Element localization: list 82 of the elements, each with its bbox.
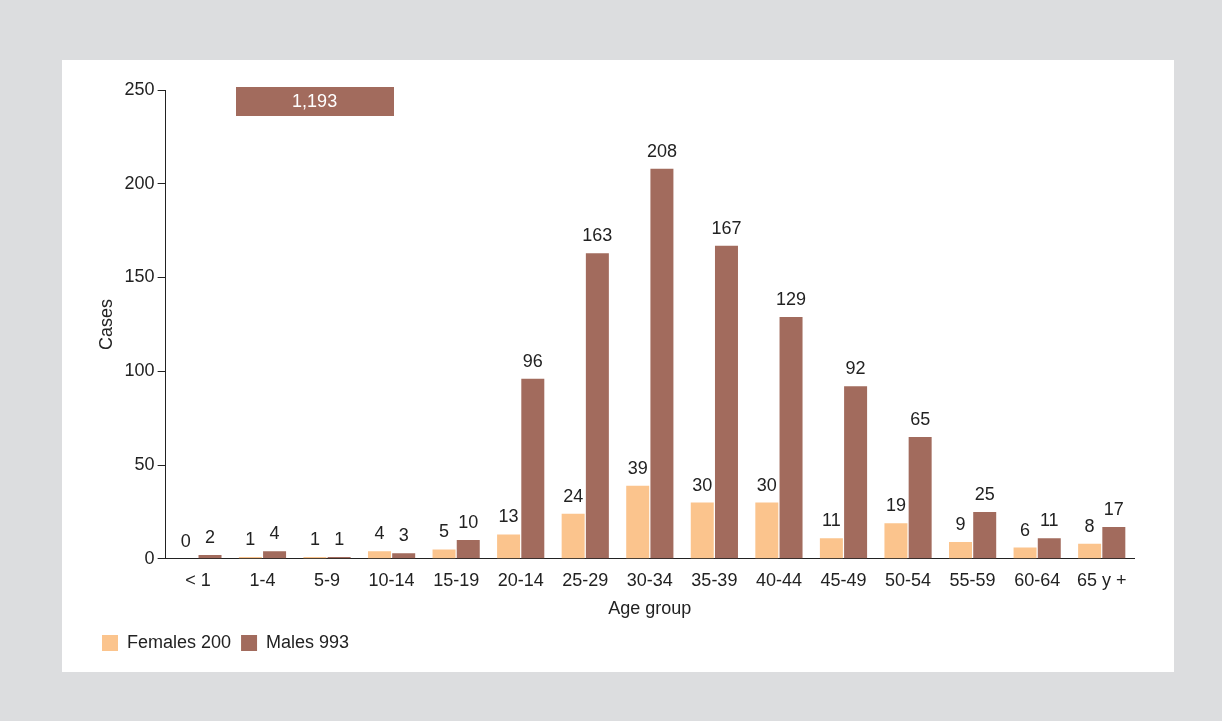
x-tick-label: 50-54 [885,569,932,590]
y-tick-label: 0 [144,547,155,568]
data-label: 6 [1020,519,1031,540]
bar [949,541,972,559]
data-label: 9 [955,513,966,534]
data-label: 39 [627,457,648,478]
data-label: 30 [756,474,777,495]
bar [690,502,714,559]
x-tick-label: 45-49 [820,569,867,590]
data-label: 129 [776,288,807,309]
data-label: 208 [646,140,677,161]
data-label: 2 [205,527,216,548]
x-tick-label: 15-19 [433,569,480,590]
y-tick-label: 150 [124,266,155,287]
bar [1037,538,1061,559]
data-label: 163 [582,225,613,246]
bar [1078,543,1102,559]
data-label: 1 [334,528,345,549]
bar [1102,526,1126,559]
x-tick-label: 55-59 [949,569,996,590]
data-label: 5 [439,521,450,542]
bar [198,555,222,559]
x-tick-label: 25-29 [562,569,609,590]
y-axis-title: Cases [95,298,116,350]
data-label: 24 [563,485,584,506]
bar [432,549,456,559]
data-label: 13 [498,506,519,527]
data-label: 17 [1103,498,1124,519]
x-tick-label: 40-44 [755,569,802,590]
bar [819,538,843,559]
bar [779,316,803,559]
x-tick-label: 65 y + [1076,569,1127,590]
data-label: 30 [692,474,713,495]
bar [908,436,932,559]
legend-label: Females 200 [127,631,232,652]
x-tick-label: 20-14 [497,569,544,590]
data-label: 11 [822,510,841,531]
data-label: 92 [845,358,866,379]
data-label: 4 [374,523,385,544]
data-label: 19 [885,495,906,516]
bar [456,540,480,559]
data-label: 65 [910,408,931,429]
bar [626,485,650,559]
x-tick-label: < 1 [185,569,211,590]
data-label: 4 [269,523,280,544]
bar [561,513,585,559]
data-label: 3 [398,525,409,546]
bar [884,523,908,559]
bar [714,245,738,559]
y-tick-label: 200 [124,172,155,193]
bar [585,253,609,559]
x-tick-label: 60-64 [1014,569,1061,590]
data-label: 96 [522,350,543,371]
bar [973,511,997,559]
x-tick-label: 30-34 [626,569,673,590]
data-label: 0 [180,530,191,551]
data-label: 11 [1039,510,1059,531]
bar [755,502,779,559]
bar [497,534,521,559]
data-label: 10 [458,512,479,533]
x-axis-title: Age group [608,598,692,619]
data-label: 167 [711,217,742,238]
bar [1013,547,1037,559]
data-label: 1 [309,528,320,549]
x-tick-label: 1-4 [249,569,276,590]
data-label: 1 [245,528,256,549]
bar [263,551,287,559]
y-tick-label: 50 [134,454,155,475]
legend-label: Males 993 [266,631,350,652]
data-label: 25 [974,483,995,504]
bar [392,553,416,559]
label-box: 1,193 [235,87,394,116]
data-label: 8 [1084,515,1095,536]
x-tick-label: 35-39 [691,569,738,590]
y-tick-label: 100 [124,360,155,381]
bar [844,386,868,559]
x-tick-label: 5-9 [314,569,341,590]
y-tick-label: 250 [124,78,155,99]
bar [650,168,674,559]
bar [521,378,545,559]
x-tick-label: 10-14 [368,569,415,590]
bar [367,551,391,559]
